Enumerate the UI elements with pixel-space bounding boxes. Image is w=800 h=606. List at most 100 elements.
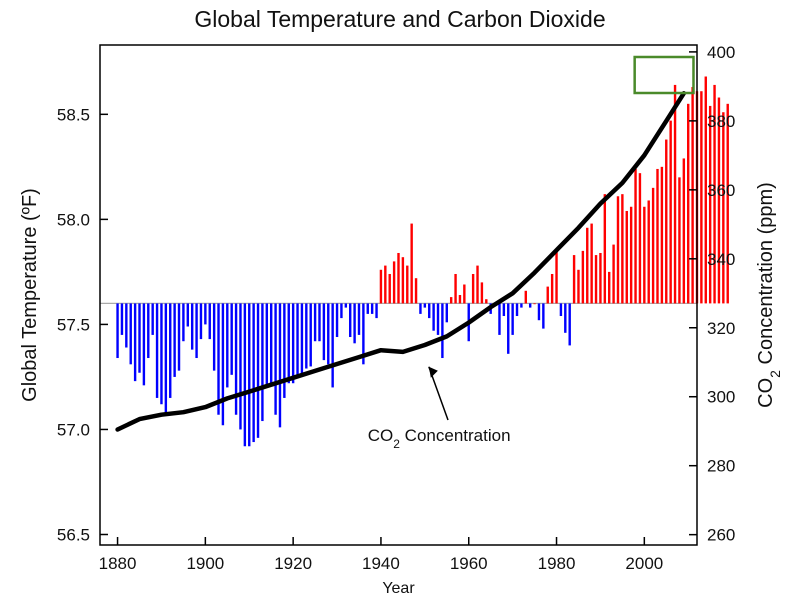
temperature-bar	[226, 303, 229, 388]
temperature-bar	[678, 177, 681, 304]
temperature-bar	[252, 303, 255, 443]
x-axis-label: Year	[382, 580, 415, 597]
x-tick-label: 1980	[538, 554, 576, 573]
temperature-bar	[370, 303, 374, 314]
temperature-bar	[116, 303, 119, 359]
temperature-bar	[673, 84, 677, 304]
temperature-bar	[577, 269, 580, 304]
temperature-bar	[722, 112, 725, 304]
temperature-bar	[691, 87, 694, 304]
temperature-bar	[621, 194, 624, 304]
left-tick-label: 57.0	[57, 420, 90, 439]
temperature-bar	[480, 282, 484, 304]
temperature-bar	[142, 303, 146, 386]
temperature-bar	[335, 303, 339, 338]
left-axis-label: Global Temperature (ºF)	[19, 188, 41, 402]
temperature-bar	[234, 303, 238, 415]
temperature-bar	[287, 303, 290, 384]
temperature-bar	[559, 303, 563, 317]
temperature-bar	[151, 303, 154, 335]
temperature-bar	[344, 303, 348, 308]
temperature-bar	[476, 265, 479, 304]
temperature-bar	[133, 303, 137, 382]
temperature-bar	[349, 303, 352, 338]
temperature-bar	[195, 303, 198, 359]
left-tick-label: 56.5	[57, 525, 90, 544]
temperature-bar	[269, 303, 273, 386]
temperature-bar	[564, 303, 567, 333]
temperature-bar	[291, 303, 295, 384]
temperature-bar	[572, 255, 576, 304]
temperature-bar	[594, 255, 598, 304]
temperature-bar	[401, 257, 405, 304]
temperature-bar	[520, 303, 523, 308]
annotation-arrow-head	[428, 366, 438, 378]
temperature-bar	[603, 194, 607, 304]
temperature-bar	[243, 303, 247, 447]
left-tick-label: 57.5	[57, 315, 90, 334]
temperature-bar	[155, 303, 159, 398]
temperature-bar	[265, 303, 269, 388]
temperature-bar	[726, 103, 729, 304]
right-tick-label: 320	[707, 319, 735, 338]
temperature-bar	[230, 303, 233, 375]
temperature-bar	[331, 303, 334, 388]
temperature-bar	[599, 252, 602, 304]
temperature-bar	[463, 284, 466, 304]
temperature-bar	[327, 303, 330, 365]
temperature-bar	[305, 303, 308, 369]
temperature-bar	[353, 303, 356, 344]
temperature-bar	[669, 120, 672, 304]
temperature-bar	[182, 303, 185, 342]
temperature-bar	[296, 303, 299, 377]
temperature-bar	[533, 303, 536, 305]
temperature-bar	[392, 261, 396, 304]
temperature-bar	[239, 303, 242, 430]
temperature-bar	[546, 286, 549, 304]
temperature-bar	[507, 303, 510, 354]
temperature-bar	[502, 303, 506, 317]
temperature-bar	[212, 303, 216, 371]
temperature-bar	[555, 248, 558, 304]
temperature-bar	[449, 297, 453, 304]
x-tick-label: 1940	[362, 554, 400, 573]
temperature-bar	[458, 295, 462, 304]
temperature-bar	[173, 303, 176, 377]
temperature-bar	[682, 158, 686, 304]
temperature-bar	[177, 303, 181, 371]
x-tick-label: 1880	[99, 554, 137, 573]
temperature-bar	[160, 303, 163, 405]
temperature-bar	[125, 303, 128, 348]
temperature-bar	[687, 103, 690, 304]
temperature-bar	[511, 303, 514, 335]
temperature-bar	[616, 196, 620, 304]
temperature-bar	[397, 252, 400, 304]
temperature-bar	[660, 166, 664, 304]
temperature-bar	[586, 227, 589, 304]
temperature-bar	[138, 303, 141, 373]
temperature-bar	[204, 303, 207, 325]
temperature-bar	[590, 223, 593, 304]
temperature-bar	[542, 303, 545, 329]
highlight-box	[633, 55, 695, 95]
temperature-bar	[568, 303, 571, 346]
temperature-bar	[647, 200, 650, 304]
temperature-bar	[169, 303, 172, 398]
temperature-bar	[274, 303, 277, 415]
co2-line	[115, 91, 687, 432]
temperature-bar	[524, 290, 527, 304]
temperature-bar	[357, 303, 361, 335]
temperature-bar	[190, 303, 194, 350]
temperature-bar	[186, 303, 189, 327]
co2-annotation-label: CO2 Concentration	[368, 426, 511, 451]
temperature-bar	[375, 303, 378, 319]
temperature-bar	[217, 303, 220, 415]
temperature-bar	[414, 278, 418, 304]
temperature-bar	[129, 303, 132, 365]
temperature-bar	[261, 303, 264, 422]
temperature-bar	[283, 303, 286, 398]
x-tick-label: 2000	[625, 554, 663, 573]
right-tick-label: 400	[707, 43, 735, 62]
temperature-bar	[634, 168, 637, 304]
temperature-bar	[256, 303, 260, 438]
